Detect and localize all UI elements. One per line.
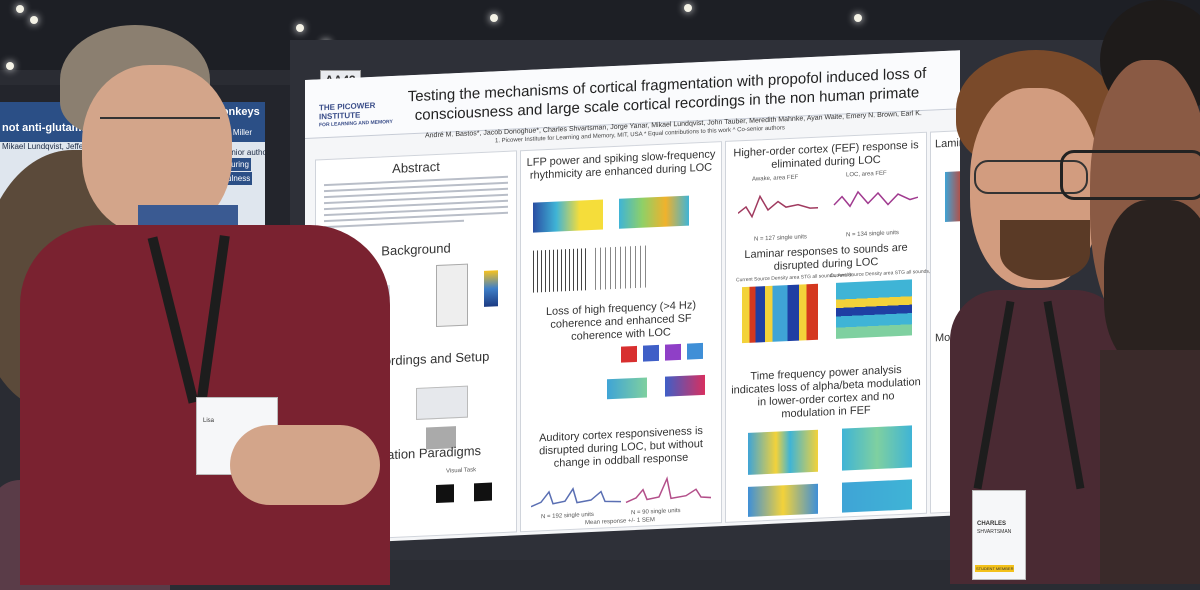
lfp-heatmap	[619, 195, 689, 229]
lfp-heatmap	[533, 199, 603, 233]
column-2: LFP power and spiking slow-frequency rhy…	[520, 141, 722, 533]
background-poster-authors: Mikael Lundqvist, Jefferson E.	[2, 142, 109, 151]
coherence-matrix	[665, 343, 681, 361]
person-right-student: CHARLES SHVARTSMAN STUDENT MEMBER	[950, 50, 1125, 584]
section-lfp: LFP power and spiking slow-frequency rhy…	[526, 148, 716, 182]
column-3: Higher-order cortex (FEF) response is el…	[725, 131, 942, 523]
fef-trace	[833, 190, 918, 208]
n-units-label: N = 192 single units	[541, 511, 594, 521]
fef-trace	[738, 194, 818, 219]
badge-name: Lisa	[203, 418, 215, 424]
glasses	[1060, 150, 1200, 200]
badge-role: STUDENT MEMBER	[975, 565, 1015, 572]
csd-heatmap-loc	[836, 279, 912, 339]
name-badge-right: CHARLES SHVARTSMAN STUDENT MEMBER	[972, 490, 1026, 580]
csd-heatmap-awake	[742, 283, 818, 344]
tf-heatmap	[748, 483, 818, 517]
n-units-label: N = 90 single units	[631, 507, 681, 517]
response-trace	[531, 487, 622, 508]
mean-response-label: Mean response +/- 1 SEM	[585, 517, 655, 527]
tf-heatmap	[842, 479, 912, 513]
ceiling-light	[30, 16, 38, 24]
person-far-right	[1060, 0, 1200, 584]
badge-name: CHARLES	[977, 521, 1007, 527]
background-poster-author-right: arl K. Miller	[212, 128, 253, 137]
background-poster-note: Co-senior author	[210, 148, 265, 157]
background-heatmap	[484, 270, 498, 307]
tf-heatmap	[842, 425, 912, 471]
fef-response-plot	[738, 190, 918, 219]
ceiling-light	[16, 5, 24, 13]
visual-task-label: Visual Task	[446, 467, 477, 475]
person-presenter: Lisa	[20, 25, 390, 585]
section-fef: Higher-order cortex (FEF) response is el…	[733, 139, 919, 171]
fef-loc-label: LOC, area FEF	[846, 170, 887, 179]
coherence-heatmap	[607, 377, 647, 400]
hands	[230, 425, 380, 505]
raster-plot	[595, 245, 649, 290]
shirt	[1100, 350, 1200, 584]
coherence-heatmap	[665, 374, 705, 397]
raster-plot	[533, 248, 587, 293]
background-figure	[436, 263, 468, 328]
ceiling-light	[854, 14, 862, 22]
section-auditory: Auditory cortex responsiveness is disrup…	[539, 424, 703, 470]
response-trace	[625, 476, 711, 504]
coherence-matrix	[687, 342, 703, 360]
glasses	[100, 117, 220, 149]
section-hf: Loss of high frequency (>4 Hz) coherence…	[545, 299, 697, 343]
beard	[1104, 200, 1200, 370]
stimulus-square	[436, 484, 454, 504]
beard	[1000, 220, 1090, 280]
coherence-matrix	[643, 344, 659, 362]
n-units-label: N = 127 single units	[754, 234, 807, 243]
auditory-response-plot	[531, 476, 711, 508]
background-poster-title: not anti-glutama	[2, 122, 88, 134]
n-units-label: N = 134 single units	[846, 230, 899, 239]
fef-awake-label: Awake, area FEF	[752, 174, 799, 183]
coherence-matrix	[621, 345, 637, 363]
ceiling-light	[296, 24, 304, 32]
setup-figure	[416, 385, 468, 420]
ceiling-light	[6, 62, 14, 70]
badge-surname: SHVARTSMAN	[977, 529, 1012, 535]
ceiling-light	[490, 14, 498, 22]
main-poster: Testing the mechanisms of cortical fragm…	[305, 50, 960, 545]
ceiling-light	[684, 4, 692, 12]
glasses	[974, 160, 1088, 194]
section-tfpower: Time frequency power analysis indicates …	[731, 363, 921, 421]
tf-heatmap	[748, 429, 818, 475]
stimulus-square	[474, 482, 492, 502]
